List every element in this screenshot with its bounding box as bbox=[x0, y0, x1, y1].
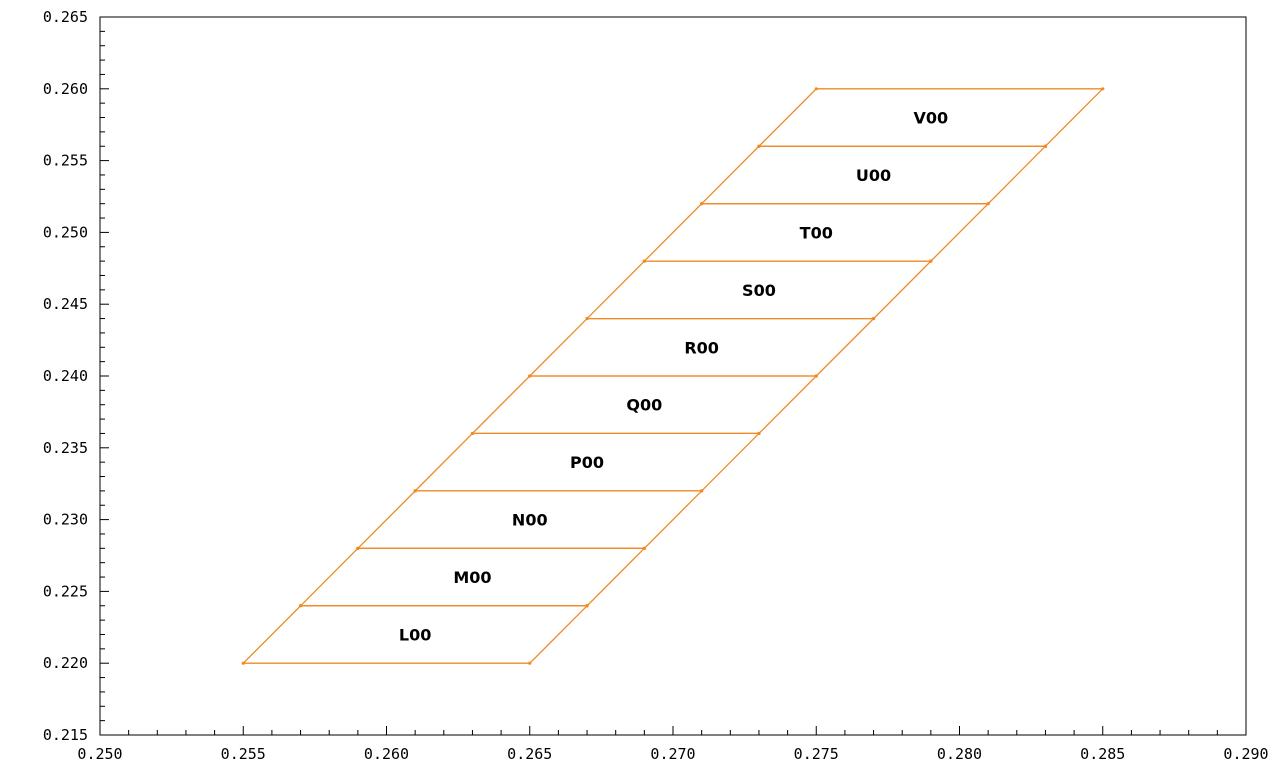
region-q00: Q00 bbox=[470, 374, 818, 436]
x-tick-label: 0.255 bbox=[221, 745, 266, 763]
x-tick-label: 0.265 bbox=[507, 745, 552, 763]
region-r00: R00 bbox=[528, 316, 876, 378]
y-tick-label: 0.215 bbox=[43, 726, 88, 744]
region-vertex bbox=[929, 259, 933, 263]
x-tick-label: 0.285 bbox=[1080, 745, 1125, 763]
region-label: M00 bbox=[453, 568, 491, 587]
region-l00: L00 bbox=[241, 604, 589, 665]
region-vertex bbox=[814, 87, 818, 91]
y-tick-label: 0.250 bbox=[43, 223, 88, 241]
region-v00: V00 bbox=[757, 87, 1105, 148]
x-axis: 0.250 0.255 0.260 0.265 0.270 0.275 0.280 0.285… bbox=[77, 726, 1269, 763]
y-tick-label: 0.225 bbox=[43, 582, 88, 600]
region-vertex bbox=[298, 604, 303, 608]
x-tick-label: 0.270 bbox=[650, 745, 695, 763]
region-vertex bbox=[413, 489, 417, 493]
region-s00: S00 bbox=[585, 259, 933, 321]
region-vertex bbox=[528, 374, 532, 378]
y-tick-label: 0.235 bbox=[43, 439, 88, 457]
region-label: L00 bbox=[399, 625, 431, 644]
y-tick-label: 0.245 bbox=[43, 295, 88, 313]
region-label: P00 bbox=[570, 453, 604, 472]
region-vertex bbox=[470, 431, 475, 436]
region-vertex bbox=[642, 546, 646, 550]
region-label: R00 bbox=[684, 338, 719, 357]
region-label: S00 bbox=[742, 281, 776, 300]
x-tick-label: 0.280 bbox=[937, 745, 982, 763]
y-tick-label: 0.230 bbox=[43, 511, 88, 529]
region-vertex bbox=[356, 546, 360, 550]
region-vertex bbox=[814, 374, 818, 378]
region-vertex bbox=[757, 144, 761, 148]
x-tick-label: 0.290 bbox=[1223, 745, 1268, 763]
region-vertex bbox=[757, 431, 761, 436]
region-vertex bbox=[528, 661, 532, 665]
region-u00: U00 bbox=[700, 144, 1048, 206]
y-tick-label: 0.260 bbox=[43, 80, 88, 98]
region-vertex bbox=[642, 259, 646, 263]
region-n00: N00 bbox=[356, 489, 704, 550]
regions: L00 M00 N00 P00 Q00 R00 S00 T00 U00 V00 bbox=[241, 87, 1105, 665]
region-vertex bbox=[986, 202, 990, 206]
region-vertex bbox=[871, 316, 876, 321]
y-tick-label: 0.265 bbox=[43, 8, 88, 26]
region-vertex bbox=[241, 661, 245, 665]
region-label: T00 bbox=[800, 223, 833, 242]
region-vertex bbox=[700, 489, 704, 493]
y-tick-label: 0.255 bbox=[43, 152, 88, 170]
region-t00: T00 bbox=[642, 202, 990, 263]
x-tick-label: 0.260 bbox=[364, 745, 409, 763]
y-axis: 0.215 0.220 0.225 0.230 0.235 0.240 0.245 0.250… bbox=[43, 8, 109, 744]
region-label: V00 bbox=[914, 109, 949, 128]
region-vertex bbox=[585, 316, 589, 321]
region-vertex bbox=[700, 202, 704, 206]
region-label: Q00 bbox=[626, 396, 662, 415]
y-tick-label: 0.240 bbox=[43, 367, 88, 385]
region-m00: M00 bbox=[298, 546, 646, 608]
region-vertex bbox=[1043, 144, 1048, 148]
region-vertex bbox=[585, 604, 589, 608]
y-tick-label: 0.220 bbox=[43, 654, 88, 672]
region-p00: P00 bbox=[413, 431, 761, 493]
region-vertex bbox=[1101, 87, 1105, 91]
region-label: N00 bbox=[512, 511, 548, 530]
region-label: U00 bbox=[856, 166, 891, 185]
x-tick-label: 0.250 bbox=[77, 745, 122, 763]
x-tick-label: 0.275 bbox=[794, 745, 839, 763]
